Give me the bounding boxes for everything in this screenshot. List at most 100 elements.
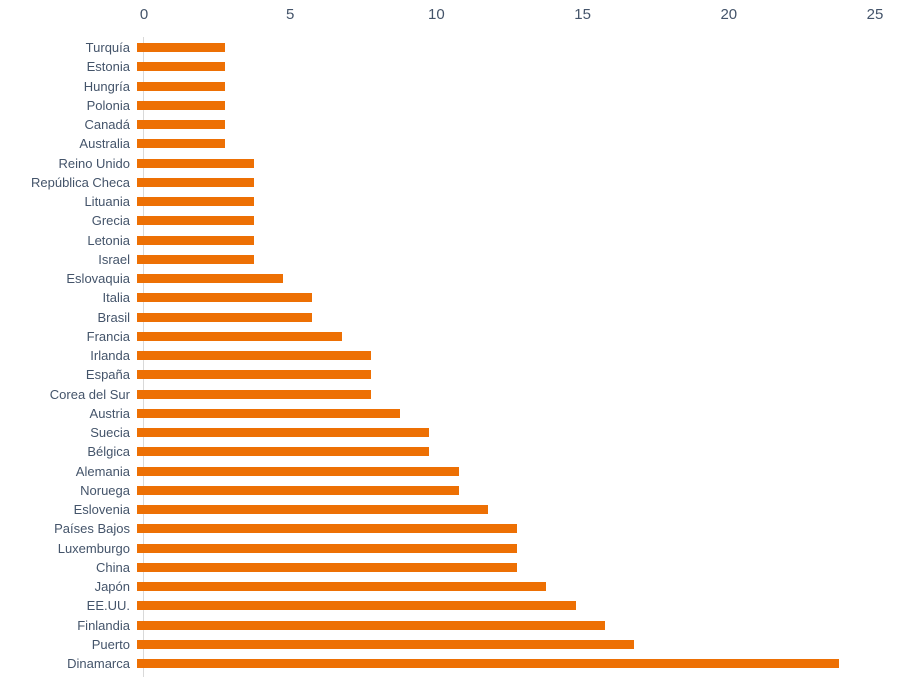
bar-row: Canadá xyxy=(0,115,923,134)
bar xyxy=(137,43,225,53)
bar-row: Polonia xyxy=(0,96,923,115)
bar-row: EE.UU. xyxy=(0,596,923,615)
bar-row: España xyxy=(0,365,923,384)
bar-row: Eslovaquia xyxy=(0,269,923,288)
category-label: Austria xyxy=(89,405,130,421)
bar xyxy=(137,562,518,572)
bar-row: Brasil xyxy=(0,308,923,327)
bar xyxy=(137,601,576,611)
category-label: Finlandia xyxy=(77,617,130,633)
bar xyxy=(137,582,547,592)
x-tick: 25 xyxy=(866,6,884,23)
bar xyxy=(137,466,459,476)
category-label: China xyxy=(96,559,130,575)
bar xyxy=(137,485,459,495)
category-label: Francia xyxy=(86,328,130,344)
category-label: Estonia xyxy=(86,59,130,75)
category-label: Irlanda xyxy=(90,348,130,364)
category-label: Dinamarca xyxy=(67,656,130,672)
category-label: Eslovenia xyxy=(73,502,130,518)
category-label: Corea del Sur xyxy=(49,386,130,402)
x-axis-top: 0 5 10 15 20 25 xyxy=(0,0,923,36)
bar-row: Puerto xyxy=(0,635,923,654)
category-label: Lituania xyxy=(84,194,130,210)
bar xyxy=(137,505,488,515)
category-label: República Checa xyxy=(30,174,130,190)
category-label: Puerto xyxy=(91,636,130,652)
bar xyxy=(137,370,371,380)
bar xyxy=(137,158,254,168)
category-label: España xyxy=(85,367,130,383)
bar xyxy=(137,428,430,438)
category-label: Bélgica xyxy=(87,444,130,460)
category-label: Países Bajos xyxy=(54,521,130,537)
bar-row: Reino Unido xyxy=(0,154,923,173)
bar xyxy=(137,389,371,399)
bar-row: Austria xyxy=(0,404,923,423)
bar-row: Bélgica xyxy=(0,442,923,461)
bar-row: Italia xyxy=(0,288,923,307)
bar-row: República Checa xyxy=(0,173,923,192)
bar xyxy=(137,177,254,187)
bar-row: Dinamarca xyxy=(0,654,923,673)
category-label: Reino Unido xyxy=(58,155,130,171)
category-label: Hungría xyxy=(83,78,130,94)
bar xyxy=(137,447,430,457)
category-label: Israel xyxy=(98,251,130,267)
bar-row: Finlandia xyxy=(0,616,923,635)
category-label: Letonia xyxy=(87,232,130,248)
bar xyxy=(137,639,635,649)
bar xyxy=(137,543,518,553)
bar xyxy=(137,312,313,322)
bar-row: Alemania xyxy=(0,462,923,481)
bar-row: Lituania xyxy=(0,192,923,211)
bar xyxy=(137,100,225,110)
bar xyxy=(137,274,284,284)
category-label: Turquía xyxy=(85,40,130,56)
x-tick: 5 xyxy=(286,6,295,23)
bar xyxy=(137,235,254,245)
x-tick: 15 xyxy=(574,6,591,23)
bar-row: Suecia xyxy=(0,423,923,442)
bar xyxy=(137,659,839,669)
bar xyxy=(137,293,313,303)
bar xyxy=(137,81,225,91)
bar xyxy=(137,331,342,341)
category-label: Brasil xyxy=(97,309,130,325)
bar xyxy=(137,408,401,418)
bar xyxy=(137,120,225,130)
bar-row: Turquía xyxy=(0,38,923,57)
x-tick: 0 xyxy=(139,6,149,23)
category-label: Canadá xyxy=(84,117,130,133)
bar-row: Israel xyxy=(0,250,923,269)
bar-row: Letonia xyxy=(0,231,923,250)
bar xyxy=(137,351,371,361)
bar-row: Japón xyxy=(0,577,923,596)
bar-row: Eslovenia xyxy=(0,500,923,519)
category-label: Luxemburgo xyxy=(57,540,130,556)
bar-row: China xyxy=(0,558,923,577)
bar-row: Corea del Sur xyxy=(0,385,923,404)
category-label: Japón xyxy=(94,579,130,595)
bar-row: Grecia xyxy=(0,211,923,230)
bar-row: Irlanda xyxy=(0,346,923,365)
category-label: Italia xyxy=(102,290,130,306)
x-tick: 20 xyxy=(720,6,738,23)
bar-row: Luxemburgo xyxy=(0,539,923,558)
plot-area: Turquía Estonia Hungría Polonia Canadá Austra… xyxy=(0,38,923,673)
bar-row: Hungría xyxy=(0,77,923,96)
category-label: Eslovaquia xyxy=(66,271,130,287)
bar xyxy=(137,62,225,72)
bar xyxy=(137,524,518,534)
bar-row: Australia xyxy=(0,134,923,153)
bar xyxy=(137,216,254,226)
category-label: Alemania xyxy=(75,463,130,479)
bar xyxy=(137,197,254,207)
bar-row: Noruega xyxy=(0,481,923,500)
category-label: Noruega xyxy=(80,482,130,498)
bar-row: Francia xyxy=(0,327,923,346)
category-label: Australia xyxy=(79,136,130,152)
bar-row: Estonia xyxy=(0,57,923,76)
bar-row: Países Bajos xyxy=(0,519,923,538)
